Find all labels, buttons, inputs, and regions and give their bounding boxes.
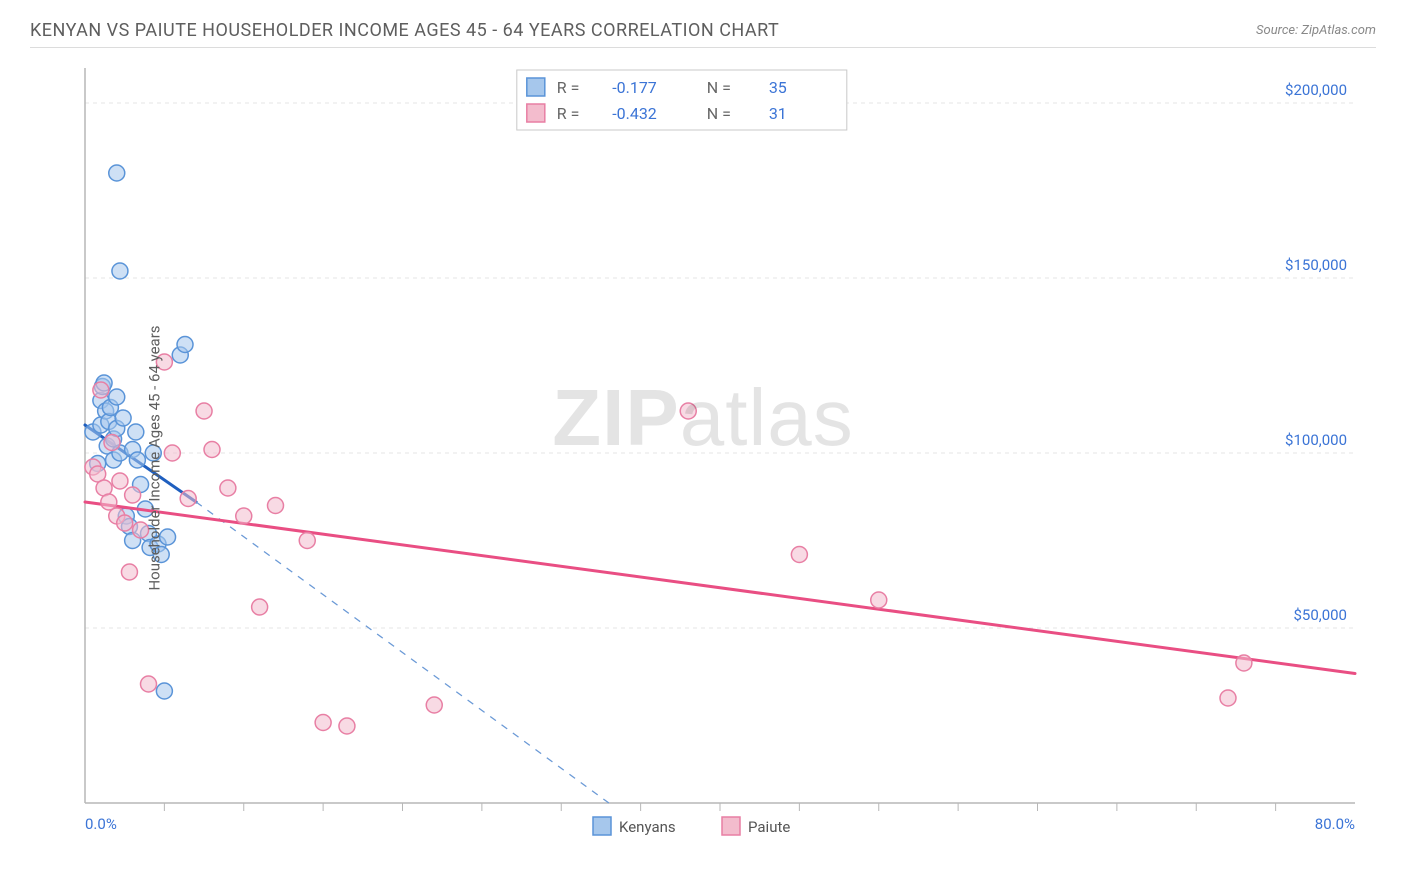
svg-text:N =: N =	[707, 104, 731, 123]
scatter-chart: $50,000 $100,000 $150,000 $200,000 0.0% 80.0%…	[30, 58, 1376, 858]
svg-text:$200,000: $200,000	[1285, 81, 1347, 99]
header: KENYAN VS PAIUTE HOUSEHOLDER INCOME AGES…	[30, 20, 1376, 48]
svg-text:R =: R =	[557, 78, 580, 97]
svg-text:31: 31	[769, 104, 787, 123]
chart-title: KENYAN VS PAIUTE HOUSEHOLDER INCOME AGES…	[30, 20, 779, 41]
source-attribution: Source: ZipAtlas.com	[1256, 23, 1376, 38]
svg-text:-0.177: -0.177	[612, 78, 657, 97]
chart-area: Householder Income Ages 45 - 64 years ZI…	[30, 58, 1376, 858]
svg-text:Kenyans: Kenyans	[619, 818, 676, 836]
svg-text:35: 35	[769, 78, 787, 97]
chart-page: KENYAN VS PAIUTE HOUSEHOLDER INCOME AGES…	[0, 0, 1406, 892]
svg-text:R =: R =	[557, 104, 580, 123]
svg-text:Paiute: Paiute	[748, 818, 790, 836]
svg-text:-0.432: -0.432	[612, 104, 657, 123]
svg-text:$150,000: $150,000	[1285, 256, 1347, 274]
svg-text:0.0%: 0.0%	[85, 815, 117, 833]
y-axis-label: Householder Income Ages 45 - 64 years	[146, 325, 164, 590]
svg-text:N =: N =	[707, 78, 731, 97]
svg-text:$50,000: $50,000	[1293, 606, 1347, 624]
svg-text:$100,000: $100,000	[1285, 431, 1347, 449]
svg-text:80.0%: 80.0%	[1315, 815, 1355, 833]
